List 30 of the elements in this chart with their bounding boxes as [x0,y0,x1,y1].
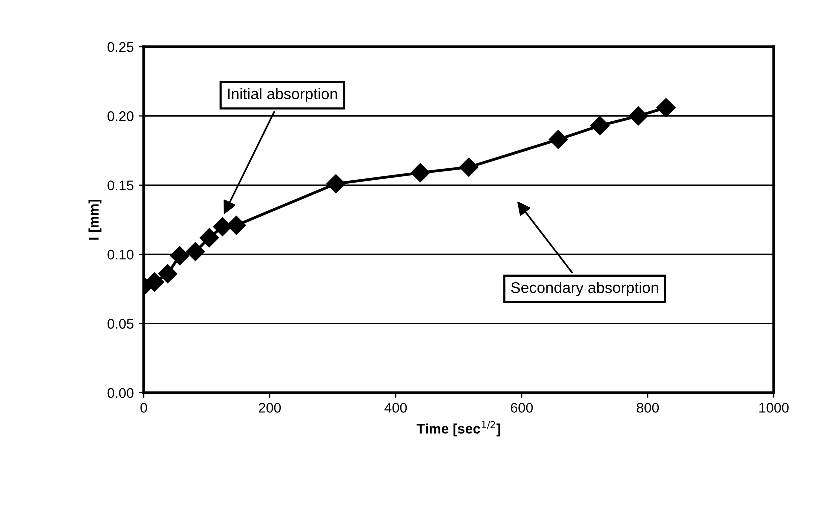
point [590,116,610,136]
y-tick-label: 0.00 [108,388,134,398]
x-tick-label: 800 [637,403,660,413]
x-axis-title: Time [sec$^{1/2}$] [416,421,500,437]
point [227,216,246,236]
y-axis-title: I [mm] [88,200,102,240]
annotation: Secondary absorption [511,282,658,296]
point [186,242,206,262]
x-tick-label: 400 [384,403,408,413]
point [549,130,568,150]
point [656,98,676,118]
point [170,246,190,266]
x-tick-label: 200 [259,403,282,413]
y-tick-label: 0.25 [108,42,134,52]
point [145,272,164,292]
point [629,106,648,126]
point [326,174,346,194]
y-tick-label: 0.05 [108,319,134,329]
point [411,163,430,182]
point [158,264,178,284]
y-tick-label: 0.10 [108,250,134,260]
x-tick-label: 600 [511,403,534,413]
y-tick-label: 0.20 [108,112,134,122]
x-tick-label: 0 [140,403,148,413]
y-tick-label: 0.15 [108,180,134,191]
point [460,158,479,177]
point [213,217,232,236]
point [200,228,220,248]
annotation: Initial absorption [228,88,338,103]
x-tick-label: 1000 [760,403,789,413]
